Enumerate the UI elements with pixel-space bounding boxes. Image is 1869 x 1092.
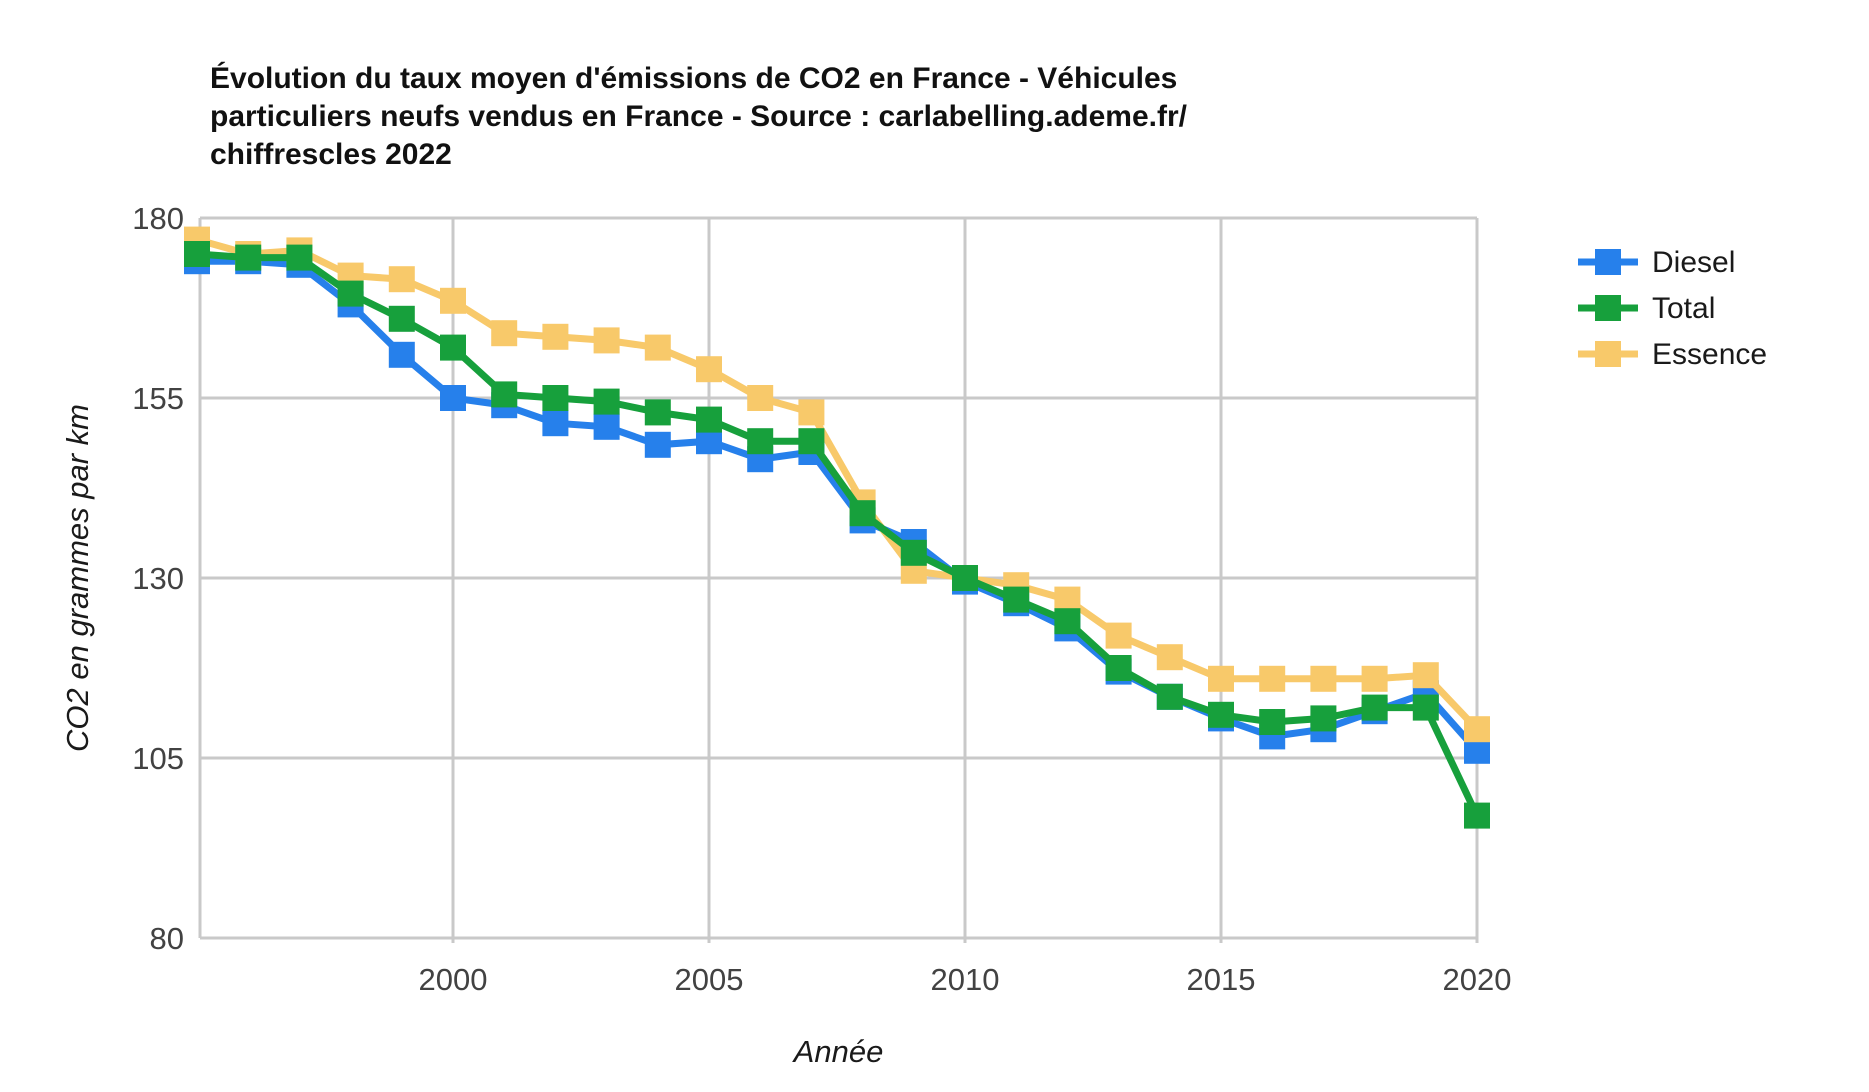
series-marker-total-1995	[184, 241, 210, 267]
chart-title-line-3: chiffrescles 2022	[210, 138, 452, 171]
series-marker-total-2018	[1361, 694, 1388, 721]
series-marker-essence-2003	[593, 327, 620, 354]
series-marker-essence-2014	[1156, 644, 1183, 671]
series-marker-total-2003	[593, 388, 620, 415]
series-marker-essence-2004	[644, 334, 671, 361]
legend-marker-total	[1595, 295, 1621, 321]
series-marker-total-2000	[440, 334, 466, 361]
legend-marker-diesel	[1595, 249, 1621, 275]
y-axis-title: CO2 en grammes par km	[60, 404, 95, 752]
series-marker-total-2011	[1003, 586, 1030, 613]
series-marker-total-2005	[696, 406, 722, 433]
series-marker-diesel-2004	[644, 431, 671, 458]
series-marker-total-1998	[337, 280, 364, 307]
legend-label-total[interactable]: Total	[1652, 292, 1715, 325]
series-marker-essence-2015	[1208, 665, 1234, 692]
chart-title: Évolution du taux moyen d'émissions de C…	[210, 60, 1410, 174]
series-marker-essence-2000	[440, 287, 466, 314]
legend-label-diesel[interactable]: Diesel	[1652, 246, 1735, 279]
legend-label-essence[interactable]: Essence	[1652, 338, 1767, 371]
series-marker-essence-2020	[1464, 716, 1490, 743]
series-marker-total-2008	[849, 500, 876, 527]
series-marker-total-2007	[798, 428, 825, 455]
series-marker-total-2006	[747, 428, 774, 455]
legend-marker-essence	[1595, 341, 1621, 367]
series-marker-essence-1999	[388, 266, 415, 293]
series-marker-essence-2006	[747, 385, 774, 411]
series-marker-total-2016	[1259, 709, 1286, 735]
y-tick-label-155: 155	[132, 381, 184, 416]
series-marker-total-2017	[1310, 705, 1337, 732]
x-tick-label-2015: 2015	[1187, 962, 1256, 997]
series-marker-total-1999	[388, 305, 415, 332]
series-marker-total-2012	[1054, 608, 1081, 635]
x-tick-label-2010: 2010	[931, 962, 1000, 997]
series-marker-diesel-2000	[440, 385, 466, 411]
chart-title-line-1: Évolution du taux moyen d'émissions de C…	[210, 62, 1178, 95]
series-marker-total-2002	[542, 385, 569, 411]
x-tick-label-2005: 2005	[675, 962, 744, 997]
series-marker-diesel-1999	[388, 341, 415, 368]
x-tick-label-2000: 2000	[419, 962, 488, 997]
series-marker-total-2014	[1156, 683, 1183, 710]
y-tick-label-180: 180	[132, 201, 184, 236]
series-marker-essence-2016	[1259, 665, 1286, 692]
series-marker-total-2010	[952, 565, 978, 591]
chart-title-line-2: particuliers neufs vendus en France - So…	[210, 100, 1187, 133]
y-tick-label-105: 105	[132, 741, 184, 776]
series-marker-essence-2005	[696, 356, 722, 383]
y-tick-label-80: 80	[150, 921, 184, 956]
series-marker-total-1997	[286, 244, 313, 271]
series-marker-total-2004	[644, 399, 671, 426]
series-marker-diesel-2003	[593, 413, 620, 440]
series-marker-total-2013	[1105, 655, 1132, 681]
series-marker-essence-2007	[798, 399, 825, 426]
series-marker-total-2001	[491, 381, 518, 408]
series-marker-total-1996	[235, 244, 262, 271]
series-marker-essence-2013	[1105, 622, 1132, 649]
series-marker-essence-2002	[542, 323, 569, 350]
series-marker-essence-2018	[1361, 665, 1388, 692]
series-marker-total-2019	[1412, 694, 1439, 721]
x-tick-label-2020: 2020	[1443, 962, 1512, 997]
series-marker-total-2020	[1464, 802, 1490, 829]
x-axis-title: Année	[792, 1034, 884, 1069]
series-marker-essence-2001	[491, 320, 518, 347]
y-tick-label-130: 130	[132, 561, 184, 596]
series-marker-total-2009	[900, 539, 927, 566]
series-marker-diesel-2002	[542, 410, 569, 437]
series-marker-essence-2017	[1310, 665, 1337, 692]
series-marker-essence-2019	[1412, 662, 1439, 689]
series-marker-total-2015	[1208, 701, 1234, 728]
